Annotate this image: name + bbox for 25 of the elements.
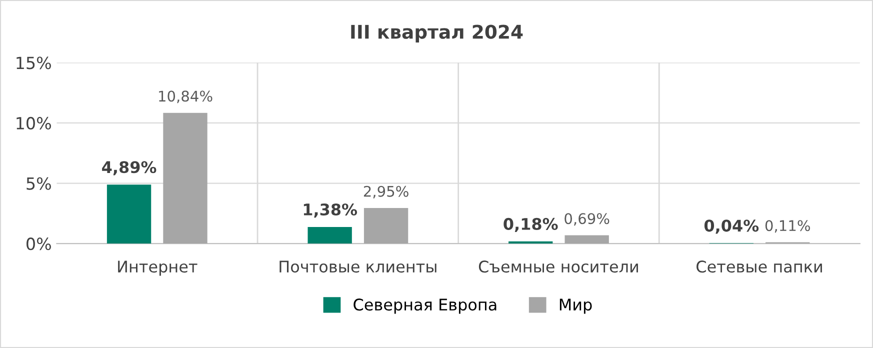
bar bbox=[364, 208, 408, 244]
x-tick-label: Съемные носители bbox=[478, 260, 638, 273]
legend-label: Северная Европа bbox=[354, 298, 496, 314]
y-tick-label: 10% bbox=[16, 116, 51, 130]
bar bbox=[163, 112, 208, 244]
bar bbox=[564, 235, 609, 244]
data-label: 10,84% bbox=[159, 90, 212, 104]
y-tick-label: 0% bbox=[26, 238, 51, 250]
bar bbox=[106, 184, 152, 244]
data-label: 0,69% bbox=[564, 213, 610, 226]
data-label: 0,18% bbox=[504, 218, 558, 232]
bar bbox=[308, 226, 352, 244]
y-tick-label: 5% bbox=[26, 177, 51, 190]
data-label: 1,38% bbox=[304, 203, 358, 218]
y-tick-label: 15% bbox=[16, 56, 51, 70]
chart-title: III квартал 2024 bbox=[351, 24, 523, 43]
data-label: 0,11% bbox=[765, 220, 810, 233]
x-tick-label: Сетевые папки bbox=[696, 260, 822, 273]
data-label: 0,04% bbox=[704, 220, 759, 234]
data-label: 2,95% bbox=[364, 186, 408, 198]
x-tick-label: Почтовые клиенты bbox=[280, 260, 436, 273]
legend-label: Мир bbox=[560, 298, 592, 314]
x-tick-label: Интернет bbox=[118, 260, 198, 276]
bar bbox=[508, 241, 553, 244]
data-label: 4,89% bbox=[102, 161, 156, 176]
